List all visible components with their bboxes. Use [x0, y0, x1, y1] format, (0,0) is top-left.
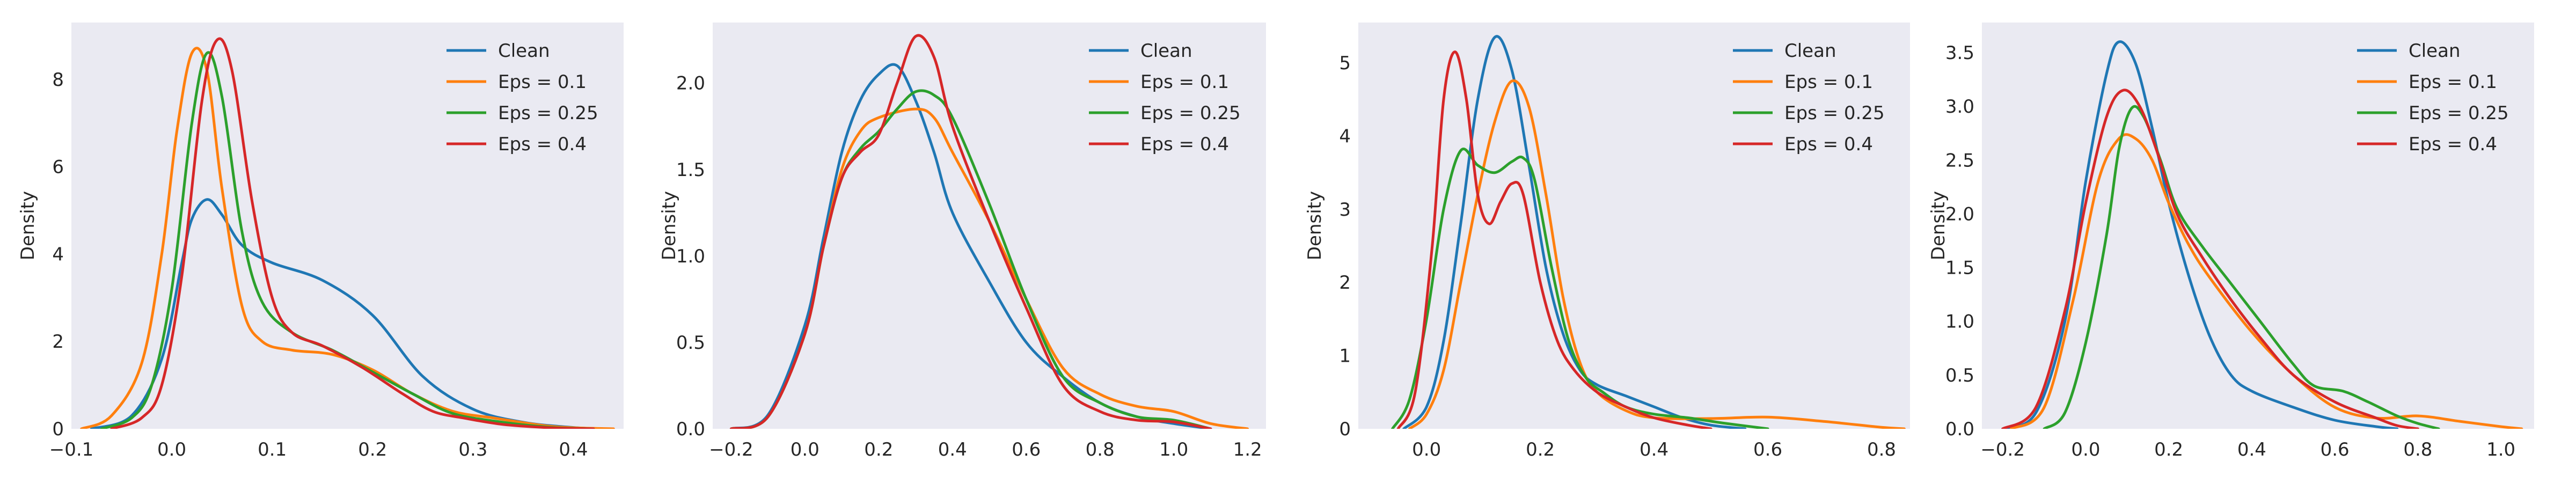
x-tick-label: −0.2	[1980, 439, 2025, 460]
plot-area	[1358, 23, 1910, 429]
x-tick-label: 0.2	[2154, 439, 2183, 460]
density-curve-3	[100, 51, 595, 429]
y-tick-label: 0	[1339, 419, 1351, 440]
density-curve-4	[1396, 50, 1713, 429]
y-tick-label: 8	[52, 69, 64, 91]
density-curve-2	[80, 47, 615, 429]
y-tick-label: 0	[52, 419, 64, 440]
y-tick-label: 6	[52, 157, 64, 178]
x-tick-label: −0.1	[49, 439, 94, 460]
density-curve-3	[2043, 105, 2440, 429]
x-tick-label: 0.0	[157, 439, 186, 460]
y-tick-label: 2.5	[1945, 150, 1974, 171]
plot-area	[1982, 23, 2534, 429]
y-axis-label: Density	[1928, 191, 1949, 260]
legend: Clean Eps = 0.1 Eps = 0.25 Eps = 0.4	[1089, 40, 1241, 155]
plot-area	[713, 23, 1266, 429]
chart-panel-3: 0.0 0.2 0.4 0.6 0.8 0 1 2 3 4 5 Density Clean Eps = 0…	[1304, 23, 1910, 460]
x-tick-label: 0.6	[2321, 439, 2350, 460]
y-tick-label: 4	[1339, 126, 1351, 147]
density-curve-2	[1408, 79, 1906, 429]
x-tick-label: 0.2	[864, 439, 893, 460]
plot-area	[71, 23, 624, 429]
x-tick-label: 0.6	[1012, 439, 1041, 460]
legend-label: Eps = 0.25	[1140, 103, 1241, 124]
y-axis-label: Density	[1304, 191, 1326, 260]
density-curve-2	[2009, 133, 2523, 429]
density-curve-4	[729, 34, 1212, 429]
legend: Clean Eps = 0.1 Eps = 0.25 Eps = 0.4	[2357, 40, 2509, 155]
legend-label: Clean	[2409, 40, 2461, 62]
y-tick-label: 3.5	[1945, 42, 1974, 64]
y-tick-label: 2	[52, 331, 64, 353]
series-group	[80, 37, 615, 429]
legend-label: Clean	[1784, 40, 1836, 62]
y-axis-label: Density	[658, 191, 680, 260]
legend-label: Eps = 0.25	[1784, 103, 1885, 124]
x-tick-label: 0.2	[358, 439, 387, 460]
x-tick-label: 0.3	[458, 439, 487, 460]
x-tick-label: 0.6	[1753, 439, 1782, 460]
x-tick-label: 0.4	[559, 439, 588, 460]
x-tick-label: 1.2	[1233, 439, 1262, 460]
density-curve-4	[2001, 89, 2419, 429]
y-tick-label: 3	[1339, 199, 1351, 221]
y-tick-label: 0.0	[1945, 419, 1974, 440]
y-tick-label: 1.0	[1945, 311, 1974, 333]
y-tick-label: 3.0	[1945, 96, 1974, 118]
legend-label: Eps = 0.4	[498, 134, 587, 155]
y-tick-label: 0.5	[1945, 365, 1974, 386]
series-group	[729, 34, 1249, 429]
x-tick-label: 0.4	[938, 439, 967, 460]
x-tick-label: 0.4	[1640, 439, 1668, 460]
x-tick-label: 0.1	[258, 439, 287, 460]
legend-label: Eps = 0.1	[1784, 71, 1873, 93]
legend: Clean Eps = 0.1 Eps = 0.25 Eps = 0.4	[447, 40, 598, 155]
x-tick-label: 0.0	[791, 439, 819, 460]
legend-label: Eps = 0.1	[2409, 71, 2497, 93]
y-tick-label: 0.5	[676, 332, 705, 354]
x-tick-label: 0.8	[1086, 439, 1115, 460]
legend-label: Eps = 0.4	[1784, 134, 1873, 155]
y-tick-label: 1.0	[676, 246, 705, 267]
series-group	[2001, 40, 2523, 429]
y-tick-label: 2	[1339, 272, 1351, 294]
legend-label: Eps = 0.25	[498, 103, 598, 124]
legend: Clean Eps = 0.1 Eps = 0.25 Eps = 0.4	[1733, 40, 1885, 155]
legend-label: Eps = 0.25	[2409, 103, 2509, 124]
y-tick-label: 0.0	[676, 419, 705, 440]
density-curve-1	[90, 198, 605, 429]
legend-label: Eps = 0.4	[2409, 134, 2497, 155]
x-tick-label: 0.8	[1867, 439, 1896, 460]
series-group	[1391, 35, 1906, 429]
density-curve-4	[110, 37, 595, 429]
legend-label: Eps = 0.4	[1140, 134, 1229, 155]
y-axis-label: Density	[17, 191, 39, 260]
y-tick-label: 4	[52, 244, 64, 265]
x-tick-label: 1.0	[1159, 439, 1188, 460]
y-tick-label: 2.0	[676, 73, 705, 94]
legend-label: Clean	[1140, 40, 1192, 62]
y-tick-label: 5	[1339, 53, 1351, 74]
x-tick-label: 0.2	[1526, 439, 1555, 460]
legend-label: Clean	[498, 40, 550, 62]
x-tick-label: −0.2	[709, 439, 753, 460]
y-tick-label: 1	[1339, 346, 1351, 367]
x-tick-label: 1.0	[2486, 439, 2515, 460]
y-tick-label: 2.0	[1945, 203, 1974, 225]
chart-panel-4: −0.2 0.0 0.2 0.4 0.6 0.8 1.0 0.0 0.5 1.0 1.5 2.0 2.5…	[1928, 23, 2534, 460]
x-tick-label: 0.0	[2071, 439, 2100, 460]
y-tick-label: 1.5	[1945, 258, 1974, 279]
x-tick-label: 0.4	[2237, 439, 2266, 460]
x-tick-label: 0.8	[2403, 439, 2432, 460]
density-curve-3	[1391, 148, 1769, 429]
legend-label: Eps = 0.1	[1140, 71, 1229, 93]
chart-panel-1: −0.1 0.0 0.1 0.2 0.3 0.4 0 2 4 6 8 Density Clean Eps …	[17, 23, 624, 460]
chart-panel-2: −0.2 0.0 0.2 0.4 0.6 0.8 1.0 1.20.00.51.01.52.0…	[658, 23, 1266, 460]
legend-label: Eps = 0.1	[498, 71, 587, 93]
x-tick-label: 0.0	[1412, 439, 1441, 460]
y-tick-label: 1.5	[676, 159, 705, 181]
